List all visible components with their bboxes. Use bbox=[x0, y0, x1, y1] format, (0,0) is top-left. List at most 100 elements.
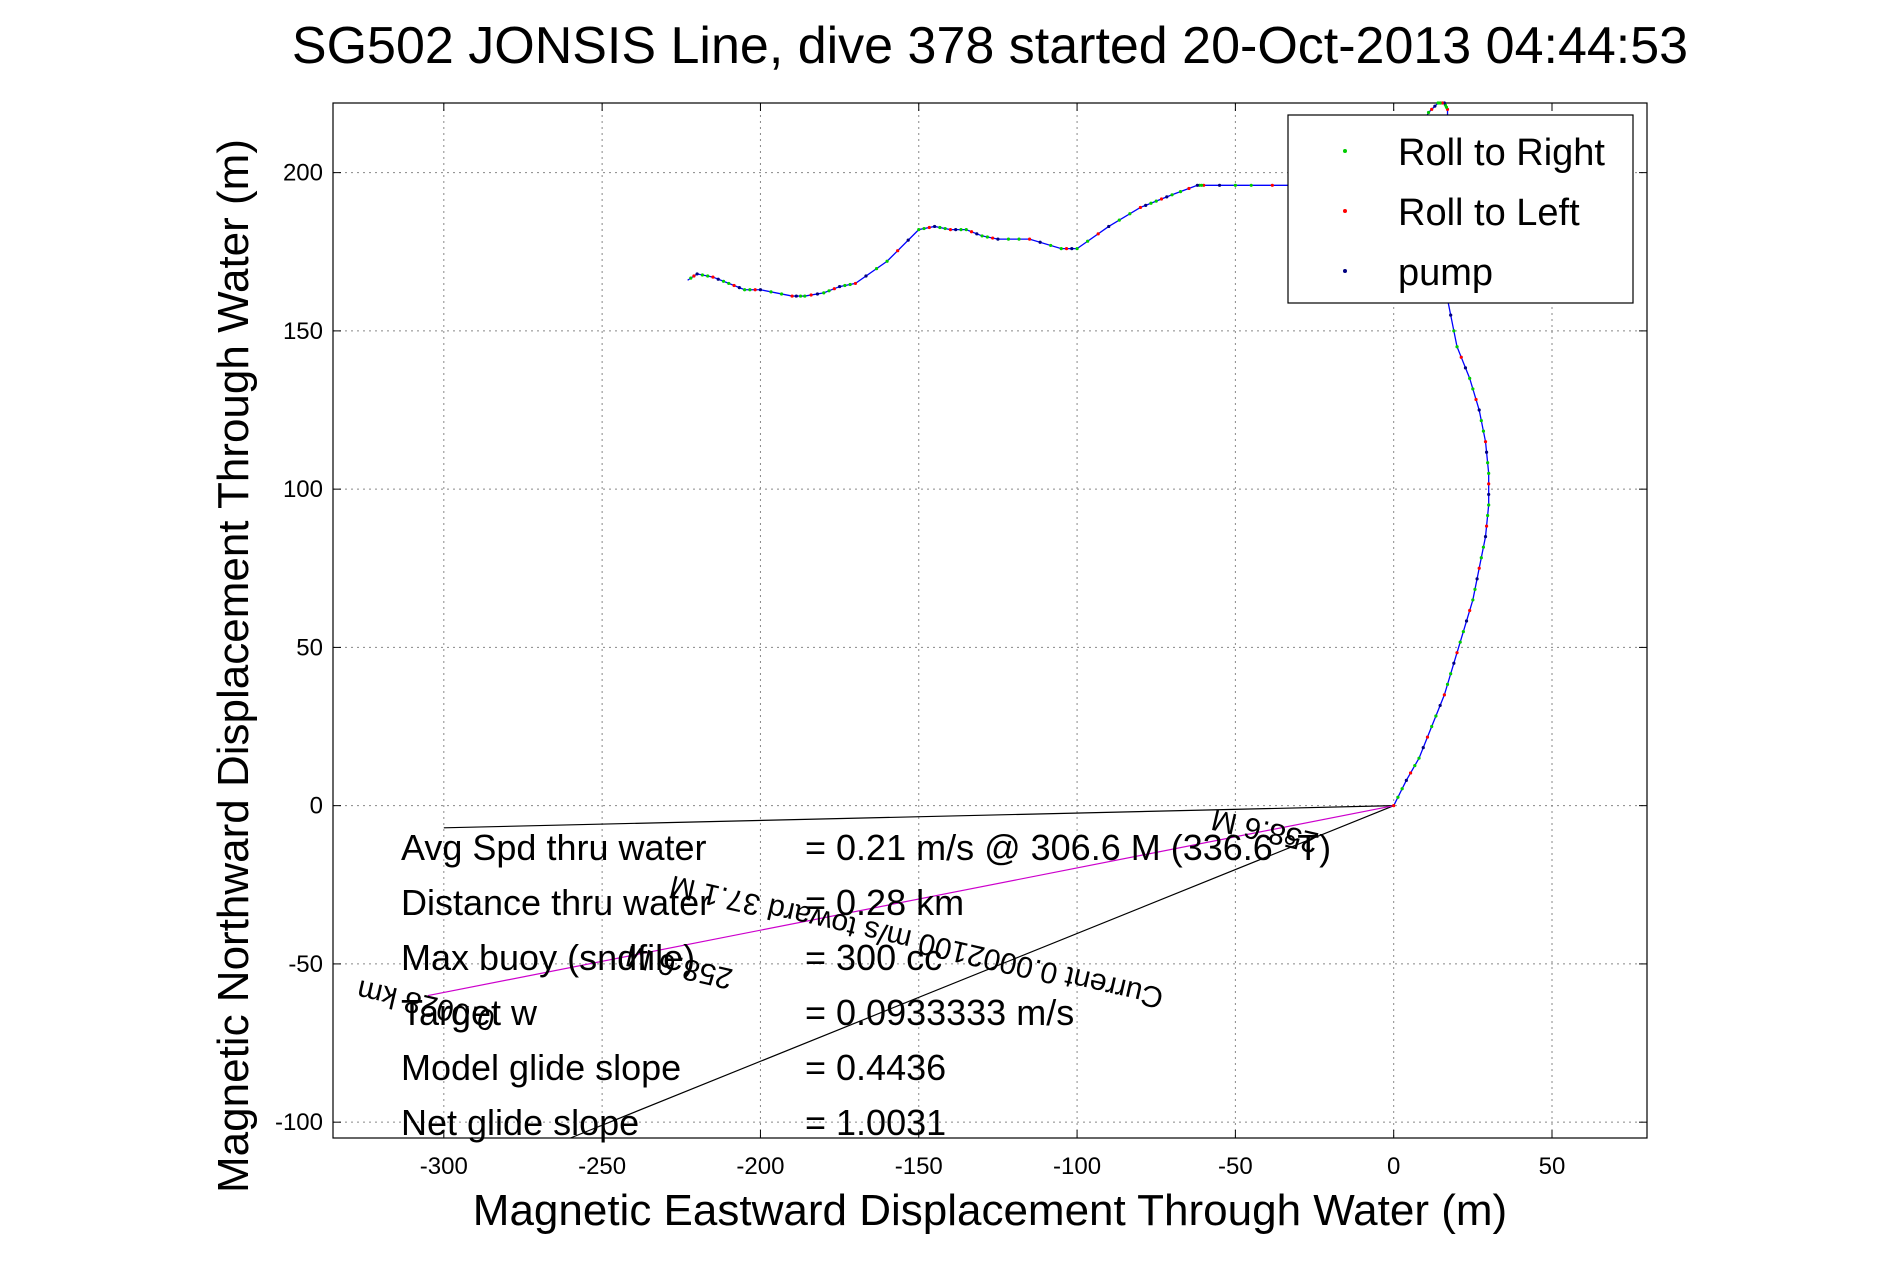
track-marker bbox=[1170, 193, 1174, 197]
track-marker bbox=[1059, 246, 1063, 251]
track-marker bbox=[1117, 218, 1121, 222]
legend: Roll to Right Roll to Left pump bbox=[1287, 114, 1634, 304]
track-marker bbox=[779, 292, 784, 296]
track-marker bbox=[1481, 545, 1486, 549]
track-marker bbox=[721, 279, 726, 283]
x-tick-label: -150 bbox=[895, 1153, 943, 1180]
track-marker bbox=[848, 282, 852, 287]
track-marker bbox=[938, 225, 942, 230]
track-marker bbox=[1479, 418, 1483, 423]
y-tick-label: -50 bbox=[288, 951, 323, 978]
y-tick-label: 0 bbox=[310, 793, 323, 820]
track-marker bbox=[1064, 246, 1069, 251]
track-marker bbox=[1138, 205, 1142, 210]
track-marker bbox=[838, 284, 842, 289]
track-marker bbox=[692, 274, 696, 278]
track-marker bbox=[874, 267, 879, 271]
legend-marker bbox=[1343, 209, 1347, 213]
reference-lines bbox=[427, 805, 1394, 1139]
track-marker bbox=[985, 235, 989, 239]
track-marker bbox=[790, 294, 794, 298]
track-marker bbox=[1484, 450, 1489, 454]
stats-label: Distance thru water bbox=[401, 882, 711, 923]
track-marker bbox=[827, 289, 831, 293]
legend-label: pump bbox=[1398, 252, 1493, 294]
track-marker bbox=[809, 293, 813, 297]
track-marker bbox=[1473, 587, 1477, 591]
track-marker bbox=[1438, 703, 1442, 708]
track-marker bbox=[1392, 804, 1396, 808]
track-marker bbox=[727, 281, 731, 286]
legend-marker bbox=[1343, 149, 1347, 153]
track-marker bbox=[1149, 201, 1153, 205]
track-marker bbox=[1487, 492, 1491, 497]
plot-frame bbox=[332, 102, 1648, 1139]
track-marker bbox=[1442, 693, 1446, 697]
track-marker bbox=[1049, 243, 1053, 248]
track-marker bbox=[1486, 461, 1490, 465]
track-marker bbox=[885, 259, 889, 263]
track-marker bbox=[1468, 608, 1472, 613]
track-marker bbox=[1249, 183, 1253, 187]
stats-value: = 0.4436 bbox=[805, 1047, 946, 1088]
track-marker bbox=[1195, 183, 1199, 187]
track-marker bbox=[1396, 795, 1400, 799]
x-tick-label: 0 bbox=[1387, 1153, 1400, 1180]
track-marker bbox=[832, 287, 836, 291]
track-marker bbox=[1426, 110, 1431, 115]
track-marker bbox=[1233, 183, 1237, 187]
track-marker bbox=[1107, 224, 1111, 229]
track-marker bbox=[964, 228, 968, 232]
track-marker bbox=[1404, 778, 1408, 782]
track-marker bbox=[917, 228, 921, 232]
track-marker bbox=[1027, 237, 1032, 241]
track-marker bbox=[1479, 556, 1483, 560]
track-marker bbox=[943, 226, 947, 231]
track-marker bbox=[996, 237, 1000, 241]
track-marker bbox=[969, 230, 974, 234]
y-tick-label: 50 bbox=[296, 634, 323, 661]
track-marker bbox=[1468, 376, 1472, 380]
track-marker bbox=[1096, 232, 1100, 236]
track-marker bbox=[822, 291, 826, 295]
track-marker bbox=[1452, 329, 1456, 333]
legend-marker bbox=[1343, 269, 1347, 273]
track-marker bbox=[864, 274, 868, 278]
x-tick-label: -250 bbox=[578, 1153, 626, 1180]
chart-title: SG502 JONSIS Line, dive 378 started 20-O… bbox=[292, 17, 1688, 75]
track-marker bbox=[1475, 577, 1479, 581]
tick-labels: -300 -250 -200 -150 -100 -50 0 50 -100 -50 0 50 100 1… bbox=[275, 103, 1647, 1180]
track-marker bbox=[689, 276, 693, 280]
stats-label: Max buoy (sndfile) bbox=[401, 937, 695, 978]
track-marker bbox=[1452, 661, 1456, 665]
track-marker bbox=[700, 273, 704, 277]
track-marker bbox=[748, 288, 752, 292]
reference-line bbox=[443, 805, 1394, 829]
track-marker bbox=[1474, 397, 1478, 402]
stats-label: Target w bbox=[401, 992, 538, 1033]
track-marker bbox=[803, 294, 807, 298]
track-marker bbox=[1070, 246, 1074, 251]
track-marker bbox=[1159, 197, 1164, 201]
track-marker bbox=[1038, 240, 1042, 244]
reference-line bbox=[427, 805, 1394, 997]
track-marker bbox=[758, 288, 763, 292]
track-marker bbox=[922, 226, 926, 231]
track-marker bbox=[1413, 763, 1417, 768]
track-marker bbox=[1463, 366, 1468, 370]
track-marker bbox=[1487, 503, 1491, 507]
track-marker bbox=[1178, 190, 1183, 194]
track-marker bbox=[1421, 746, 1425, 750]
track-marker bbox=[948, 228, 953, 232]
track-marker bbox=[932, 224, 937, 229]
track-marker bbox=[732, 283, 736, 288]
track-marker bbox=[853, 281, 858, 286]
track-marker bbox=[716, 277, 720, 281]
track-marker bbox=[1471, 387, 1475, 391]
track-marker bbox=[1445, 682, 1450, 686]
track-marker bbox=[753, 288, 757, 292]
track-marker bbox=[1430, 107, 1434, 111]
stats-label: Avg Spd thru water bbox=[401, 827, 707, 868]
track-marker bbox=[1483, 535, 1488, 539]
